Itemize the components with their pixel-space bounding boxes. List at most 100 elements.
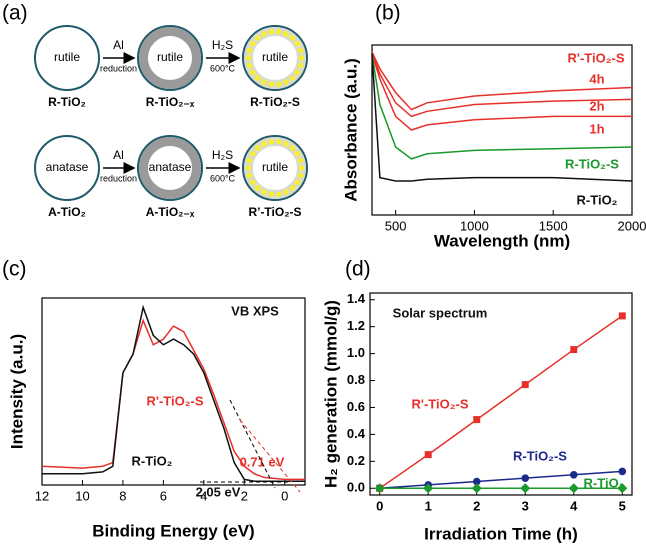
series-label: R-TiO₂-S [513, 448, 567, 463]
dopant-dot [297, 157, 304, 164]
y-axis-title: Intensity (a.u.) [7, 334, 26, 449]
dopant-dot [289, 144, 296, 151]
arrow-bottom: 600°C [210, 173, 236, 183]
dopant-dot [275, 138, 282, 145]
x-tick-label: 2000 [618, 218, 646, 233]
dopant-dot [254, 185, 261, 192]
x-tick-label: 4 [570, 498, 578, 513]
sample-label: R-TiO₂ [48, 95, 86, 109]
inner-label: rutile [54, 50, 80, 64]
dopant-dot [254, 144, 261, 151]
marker [374, 483, 385, 494]
series-label: R-TiO₂ [584, 475, 625, 490]
y-tick-label: 1.4 [347, 291, 366, 306]
dopant-dot [297, 62, 304, 69]
y-tick-label: 1.0 [347, 345, 365, 360]
x-tick-label: 6 [160, 488, 167, 503]
x-tick-label: 8 [119, 488, 126, 503]
y-tick-label: 0.6 [347, 399, 365, 414]
x-tick-label: 4 [200, 488, 207, 503]
dopant-dot [249, 69, 256, 76]
arrow-bottom: 600°C [210, 63, 236, 73]
dopant-dot [245, 165, 252, 171]
inner-label: anatase [46, 160, 89, 174]
y-tick-label: 0.2 [347, 453, 365, 468]
x-tick-label: 1500 [539, 218, 568, 233]
series-line [371, 53, 632, 131]
dopant-dot [268, 138, 275, 145]
series-line [42, 304, 305, 483]
dopant-dot [298, 55, 305, 61]
shell [34, 25, 100, 91]
inner-label: anatase [149, 160, 192, 174]
dopant-dot [245, 55, 252, 61]
dopant-dot [246, 47, 253, 54]
dopant-dot [260, 30, 267, 37]
marker [473, 416, 481, 424]
marker [472, 477, 481, 486]
dopant-dot [268, 191, 275, 198]
dopant-dot [283, 79, 290, 86]
inner-label: rutile [157, 50, 183, 64]
sample-label: A-TiO₂₋ₓ [146, 205, 195, 219]
x-axis-title: Binding Energy (eV) [92, 521, 254, 540]
sample-label: R-TiO₂-S [250, 95, 300, 109]
marker [618, 312, 626, 320]
arrow-bottom: reduction [100, 63, 137, 73]
marker [520, 483, 531, 494]
gray-layer [139, 27, 201, 89]
x-axis-title: Wavelength (nm) [434, 231, 570, 250]
dopant-dot [294, 40, 301, 47]
sample-label: A-TiO₂ [48, 205, 86, 219]
annotation: 0.71 eV [240, 454, 285, 469]
series-label: 1h [589, 121, 604, 136]
marker [617, 483, 628, 494]
x-tick-label: 0 [281, 488, 288, 503]
dopant-dot [294, 150, 301, 157]
dopant-dot [283, 189, 290, 196]
shell [34, 135, 100, 201]
panel-label: (b) [375, 2, 401, 25]
arrow-top: H₂S [212, 148, 233, 162]
x-axis-title: Irradiation Time (h) [424, 524, 578, 543]
dopant-dot [260, 79, 267, 86]
sample-label: R-TiO₂₋ₓ [146, 95, 195, 109]
y-tick-label: 0.0 [347, 480, 365, 495]
annotation: 2.05 eV [196, 484, 241, 499]
x-tick-label: 500 [385, 218, 407, 233]
dopant-dot [260, 140, 267, 147]
x-tick-label: 1000 [460, 218, 489, 233]
dopant-dot [249, 150, 256, 157]
dopant-dot [289, 34, 296, 41]
series-line [371, 51, 633, 111]
y-tick-label: 1.2 [347, 318, 365, 333]
x-tick-label: 12 [35, 488, 49, 503]
arrow-top: H₂S [212, 38, 233, 52]
dopant-dot [268, 81, 275, 88]
inner-label: rutile [262, 50, 288, 64]
y-tick-label: 0.4 [347, 426, 366, 441]
marker [471, 483, 482, 494]
annotation: Solar spectrum [393, 305, 488, 320]
plot-frame [41, 297, 306, 486]
marker [568, 483, 579, 494]
dopant-dot [275, 191, 282, 198]
dopant-dot [294, 69, 301, 76]
dopant-dot [294, 179, 301, 186]
series-label: R-TiO₂ [577, 192, 618, 207]
series-label: 2h [589, 98, 604, 113]
marker [423, 483, 434, 494]
series-label: 4h [589, 71, 604, 86]
dopant-dot [254, 75, 261, 82]
annotation: VB XPS [231, 303, 279, 318]
series-line [371, 53, 633, 118]
dopant-dot [289, 185, 296, 192]
sample-label: R’-TiO₂-S [248, 205, 301, 219]
gray-layer [139, 137, 201, 199]
marker [618, 467, 627, 476]
y-tick-label: 0.8 [347, 372, 365, 387]
panel-label: (a) [2, 2, 28, 25]
fit-line [239, 419, 301, 493]
dopant-dot [283, 140, 290, 147]
